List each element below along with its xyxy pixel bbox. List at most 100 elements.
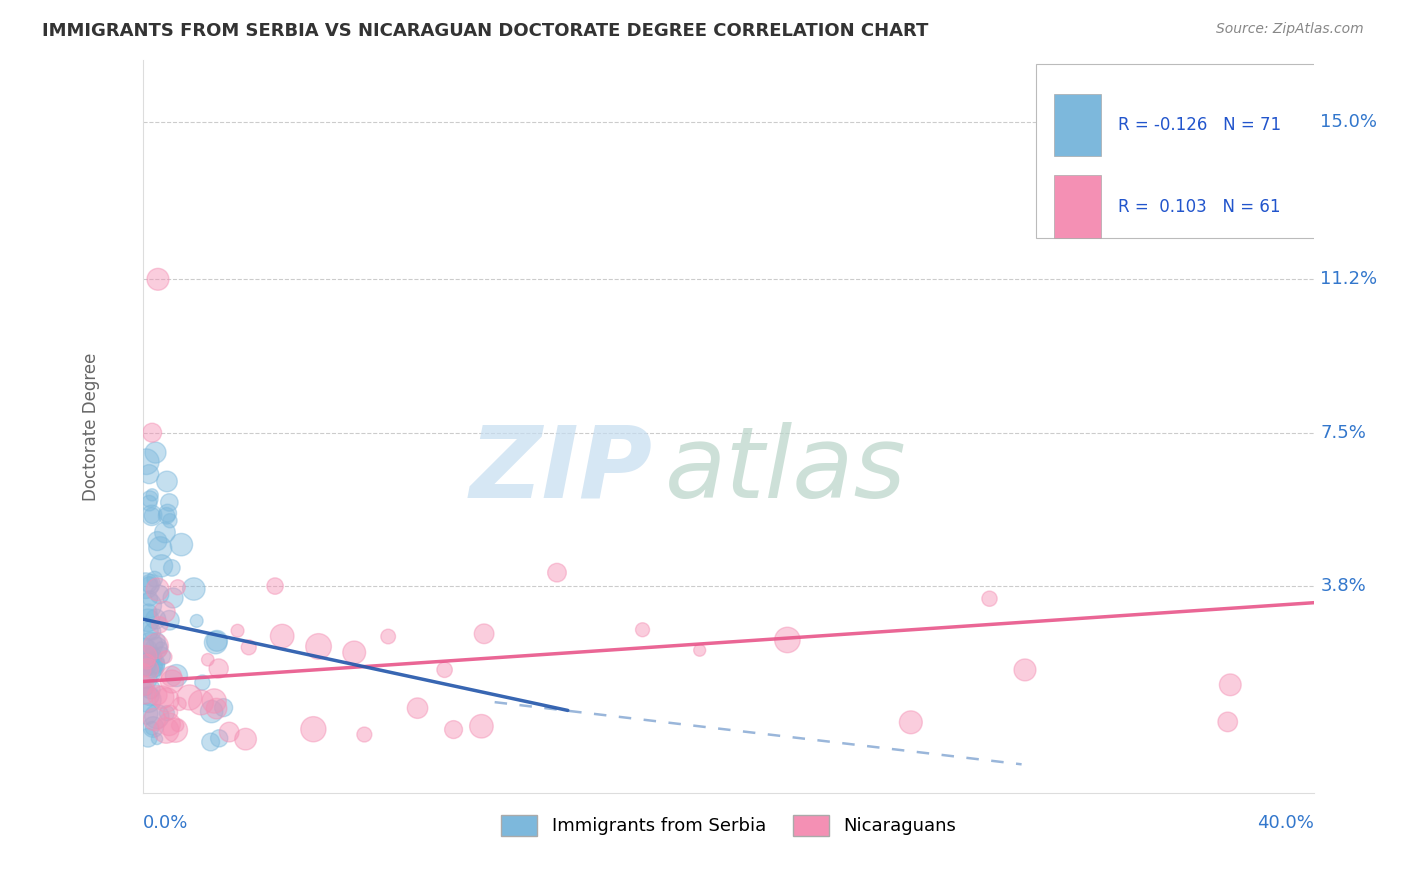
Bar (1054, 94, 1101, 156)
Point (141, 624, 163, 639)
Point (134, 644, 156, 658)
Point (157, 613, 180, 627)
Point (201, 705, 224, 719)
Text: 7.5%: 7.5% (1320, 424, 1367, 442)
Point (141, 508, 163, 523)
Point (146, 272, 169, 286)
Point (157, 495, 180, 509)
Point (134, 657, 156, 672)
Point (406, 701, 429, 715)
Point (135, 681, 157, 696)
Point (160, 669, 183, 683)
Point (145, 445, 167, 459)
Point (146, 688, 169, 702)
Point (145, 612, 167, 626)
Point (150, 648, 173, 663)
Point (139, 638, 162, 652)
Point (226, 624, 249, 638)
Point (308, 640, 330, 654)
Point (138, 599, 160, 613)
Point (134, 639, 156, 653)
Point (135, 664, 157, 678)
Point (433, 663, 456, 677)
Point (183, 582, 205, 596)
Point (160, 561, 183, 575)
Point (159, 706, 181, 720)
Point (156, 706, 179, 721)
Point (470, 719, 492, 733)
Point (179, 690, 201, 705)
Point (152, 690, 174, 705)
Point (208, 661, 231, 675)
Point (136, 613, 159, 627)
Point (139, 682, 162, 697)
Point (900, 715, 922, 730)
Point (160, 674, 183, 689)
Point (139, 665, 162, 679)
Point (138, 577, 160, 591)
Point (302, 723, 325, 737)
Legend: Immigrants from Serbia, Nicaraguans: Immigrants from Serbia, Nicaraguans (501, 814, 956, 836)
Point (1219, 678, 1241, 692)
Point (162, 591, 184, 605)
Point (141, 658, 163, 673)
Point (271, 629, 294, 643)
Text: 0.0%: 0.0% (143, 814, 188, 832)
Point (143, 572, 166, 586)
Point (150, 640, 173, 655)
Text: R =  0.103   N = 61: R = 0.103 N = 61 (1118, 197, 1281, 216)
Point (136, 655, 159, 669)
Point (146, 582, 169, 597)
Point (472, 627, 495, 641)
Text: 11.2%: 11.2% (1320, 270, 1378, 288)
Point (136, 672, 159, 686)
Point (155, 723, 177, 738)
Text: 40.0%: 40.0% (1257, 814, 1315, 832)
Point (143, 713, 166, 727)
Point (138, 467, 160, 482)
Point (1216, 714, 1239, 729)
Point (169, 697, 191, 711)
Point (353, 727, 375, 741)
Point (343, 645, 366, 659)
Point (235, 732, 257, 747)
Point (153, 525, 176, 540)
Point (212, 700, 235, 714)
Point (238, 640, 260, 655)
Point (145, 641, 167, 656)
Point (155, 650, 177, 665)
Point (132, 678, 155, 692)
Point (146, 634, 169, 648)
Point (156, 508, 179, 523)
Point (979, 591, 1001, 606)
Point (135, 648, 157, 663)
Point (377, 630, 399, 644)
Point (138, 689, 160, 703)
Point (264, 579, 287, 593)
Point (149, 617, 172, 632)
Point (146, 731, 169, 746)
Text: 3.8%: 3.8% (1320, 577, 1367, 595)
Point (159, 514, 181, 528)
Point (202, 694, 225, 708)
Point (443, 723, 465, 737)
Point (205, 701, 228, 715)
Bar (1054, 176, 1101, 237)
Point (143, 661, 166, 675)
Text: Source: ZipAtlas.com: Source: ZipAtlas.com (1216, 22, 1364, 37)
Point (200, 735, 222, 749)
Point (165, 668, 187, 682)
Point (132, 664, 155, 678)
Point (546, 566, 568, 580)
Point (205, 633, 228, 648)
Point (146, 709, 169, 723)
Point (142, 649, 165, 664)
Point (141, 488, 163, 502)
Point (149, 541, 172, 556)
Text: ZIP: ZIP (470, 422, 652, 519)
Point (138, 496, 160, 510)
Point (776, 632, 799, 647)
FancyBboxPatch shape (1036, 63, 1406, 238)
Point (204, 635, 226, 649)
Point (191, 675, 214, 690)
